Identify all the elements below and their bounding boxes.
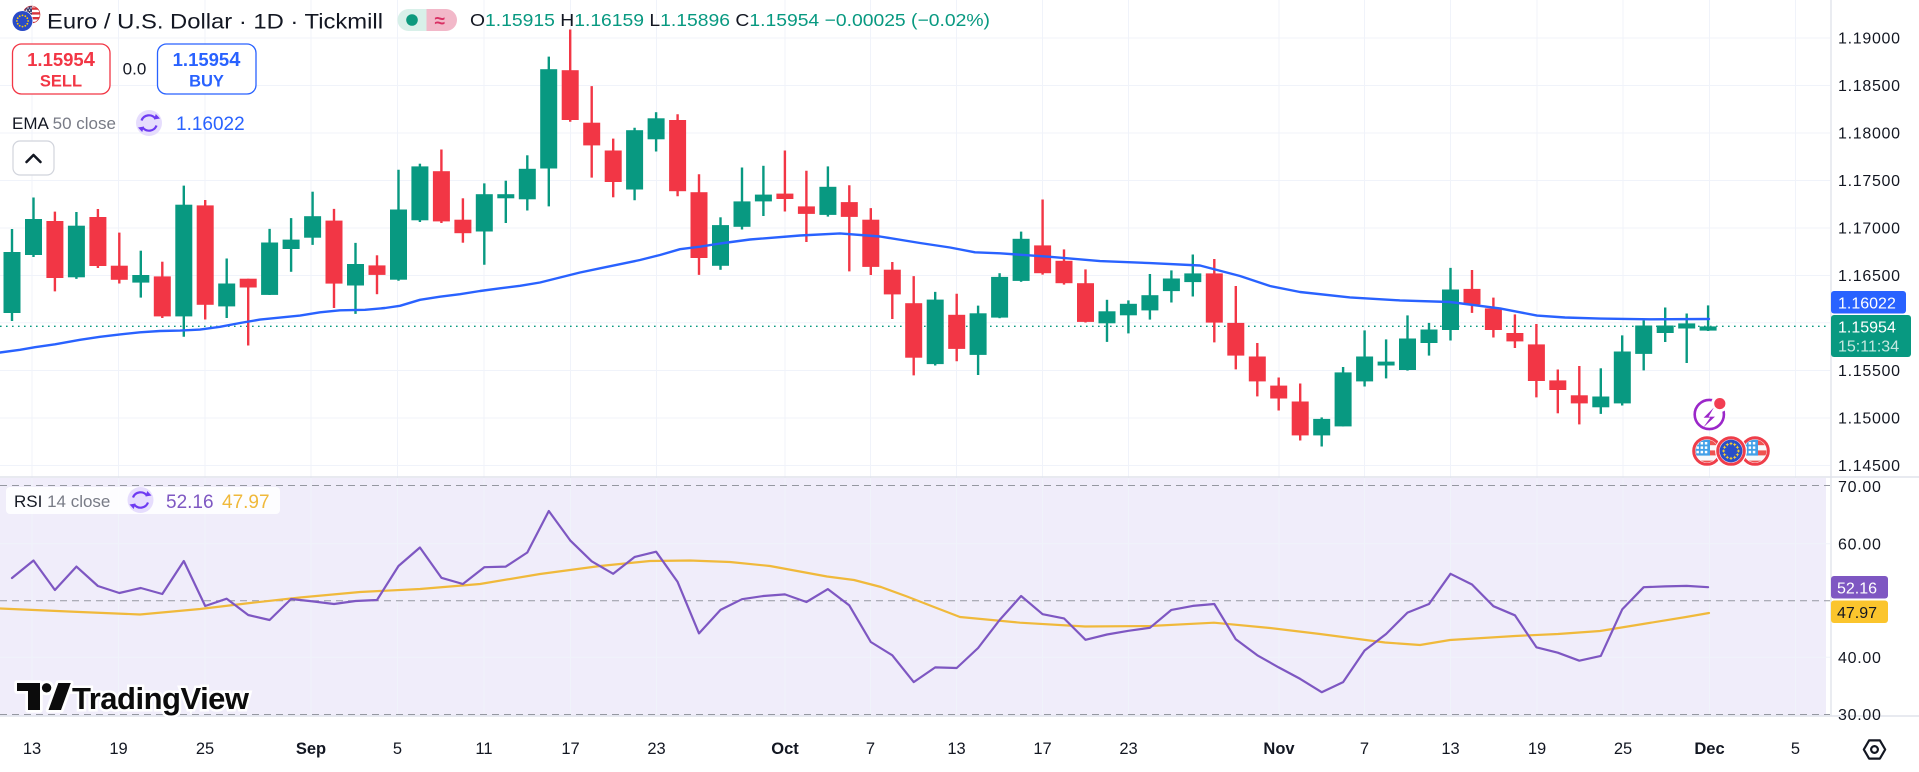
svg-text:25: 25 bbox=[1614, 740, 1632, 758]
svg-text:13: 13 bbox=[947, 740, 965, 758]
svg-text:≈: ≈ bbox=[435, 11, 446, 32]
svg-text:17: 17 bbox=[561, 740, 579, 758]
svg-text:40.00: 40.00 bbox=[1838, 650, 1882, 667]
svg-text:O1.15915 H1.16159 L1.15896 C1.: O1.15915 H 1.16159 L1.15896 C 1.15954 −0.0… bbox=[470, 10, 990, 30]
svg-text:30.00: 30.00 bbox=[1838, 707, 1882, 724]
svg-text:EMA 50 close: EMA 50 close bbox=[12, 114, 116, 133]
svg-text:1.18500: 1.18500 bbox=[1838, 78, 1901, 95]
svg-text:60.00: 60.00 bbox=[1838, 537, 1882, 554]
svg-text:1.18000: 1.18000 bbox=[1838, 126, 1901, 143]
svg-text:Sep: Sep bbox=[296, 740, 326, 758]
svg-text:BUY: BUY bbox=[189, 73, 224, 91]
svg-text:1.16500: 1.16500 bbox=[1838, 268, 1901, 285]
svg-text:47.97: 47.97 bbox=[222, 492, 270, 513]
svg-text:7: 7 bbox=[1360, 740, 1369, 758]
svg-text:1.15954: 1.15954 bbox=[1838, 320, 1896, 337]
svg-text:1.14500: 1.14500 bbox=[1838, 458, 1901, 475]
svg-text:RSI 14 close: RSI 14 close bbox=[14, 492, 110, 511]
svg-text:1.16022: 1.16022 bbox=[176, 114, 245, 135]
svg-text:1.17000: 1.17000 bbox=[1838, 221, 1901, 238]
svg-text:SELL: SELL bbox=[40, 73, 82, 91]
svg-text:52.16: 52.16 bbox=[166, 492, 214, 513]
svg-text:Euro / U.S. Dollar · 1D · Tick: Euro / U.S. Dollar · 1D · Tickmill bbox=[47, 10, 383, 34]
svg-text:1.15954: 1.15954 bbox=[173, 49, 242, 71]
svg-text:23: 23 bbox=[647, 740, 665, 758]
svg-text:15:11:34: 15:11:34 bbox=[1838, 339, 1899, 356]
svg-text:47.97: 47.97 bbox=[1837, 605, 1877, 622]
svg-text:19: 19 bbox=[109, 740, 127, 758]
svg-text:1.15954: 1.15954 bbox=[27, 49, 96, 71]
svg-text:52.16: 52.16 bbox=[1837, 581, 1877, 598]
svg-text:1.17500: 1.17500 bbox=[1838, 173, 1901, 190]
svg-text:1.16022: 1.16022 bbox=[1838, 296, 1896, 313]
svg-text:1.15000: 1.15000 bbox=[1838, 411, 1901, 428]
svg-text:1.19000: 1.19000 bbox=[1838, 31, 1901, 48]
svg-text:13: 13 bbox=[1441, 740, 1459, 758]
svg-text:Dec: Dec bbox=[1694, 740, 1724, 758]
svg-text:19: 19 bbox=[1528, 740, 1546, 758]
svg-text:23: 23 bbox=[1119, 740, 1137, 758]
svg-text:1.15500: 1.15500 bbox=[1838, 363, 1901, 380]
svg-text:70.00: 70.00 bbox=[1838, 479, 1882, 496]
svg-text:0.0: 0.0 bbox=[123, 60, 147, 79]
svg-text:Oct: Oct bbox=[771, 740, 799, 758]
svg-text:25: 25 bbox=[196, 740, 214, 758]
svg-text:17: 17 bbox=[1033, 740, 1051, 758]
svg-text:Nov: Nov bbox=[1263, 740, 1295, 758]
svg-text:5: 5 bbox=[393, 740, 402, 758]
svg-text:11: 11 bbox=[475, 740, 492, 758]
svg-text:7: 7 bbox=[866, 740, 875, 758]
svg-text:13: 13 bbox=[23, 740, 41, 758]
svg-text:TradingView: TradingView bbox=[72, 681, 250, 716]
svg-text:5: 5 bbox=[1791, 740, 1800, 758]
